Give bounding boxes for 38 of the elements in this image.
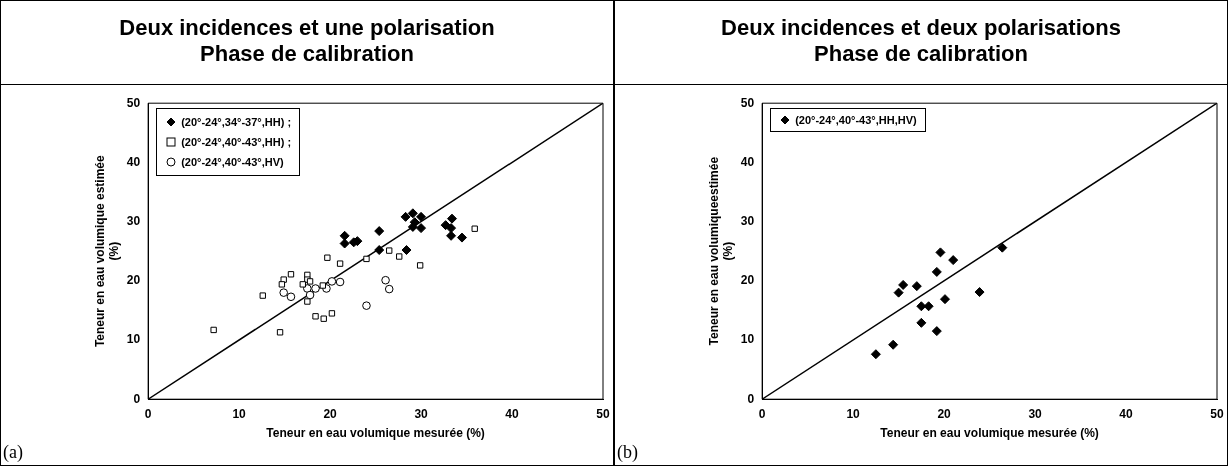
x-tick-label: 40 [505, 406, 520, 421]
chart-title: Deux incidences et deux polarisations [720, 15, 1122, 41]
y-tick-label: 20 [126, 273, 141, 288]
legend-label: (20°-24°,40°-43°,HV) [181, 156, 284, 169]
y-tick-label: 50 [126, 95, 141, 110]
y-tick-label: 50 [740, 95, 755, 110]
x-tick-label: 30 [414, 406, 429, 421]
x-tick-label: 10 [232, 406, 247, 421]
y-axis-title: Teneur en eau volumique estimée (%) [92, 154, 121, 348]
chart-title: Deux incidences et une polarisation [118, 15, 496, 41]
x-tick-label: 20 [937, 406, 952, 421]
legend-label: (20°-24°,40°-43°,HH) ; [181, 136, 292, 149]
text: (a) [3, 442, 23, 463]
x-tick-label: 0 [144, 406, 152, 421]
y-tick-label: 40 [740, 154, 755, 169]
y-tick-label: 30 [740, 213, 755, 228]
legend-label: (20°-24°,40°-43°,HH,HV) [795, 114, 917, 127]
x-tick-label: 50 [1210, 406, 1224, 421]
y-tick-label: 10 [126, 332, 141, 347]
y-tick-label: 30 [126, 213, 141, 228]
y-tick-label: 0 [747, 391, 755, 406]
x-tick-label: 40 [1119, 406, 1134, 421]
x-tick-label: 50 [596, 406, 610, 421]
x-axis-title: Teneur en eau volumique mesurée (%) [880, 426, 1099, 441]
text: (b) [617, 442, 638, 463]
chart-subtitle: Phase de calibration [199, 41, 415, 67]
x-tick-label: 10 [846, 406, 861, 421]
x-tick-label: 0 [758, 406, 766, 421]
x-axis-title: Teneur en eau volumique mesurée (%) [266, 426, 485, 441]
y-tick-label: 20 [740, 273, 755, 288]
x-tick-label: 20 [323, 406, 338, 421]
y-tick-label: 10 [740, 332, 755, 347]
legend-label: (20°-24°,34°-37°,HH) ; [181, 116, 292, 129]
y-tick-label: 0 [133, 391, 141, 406]
chart-subtitle: Phase de calibration [813, 41, 1029, 67]
y-tick-label: 40 [126, 154, 141, 169]
x-tick-label: 30 [1028, 406, 1043, 421]
y-axis-title: Teneur en eau volumiqueestimée (%) [706, 156, 735, 346]
